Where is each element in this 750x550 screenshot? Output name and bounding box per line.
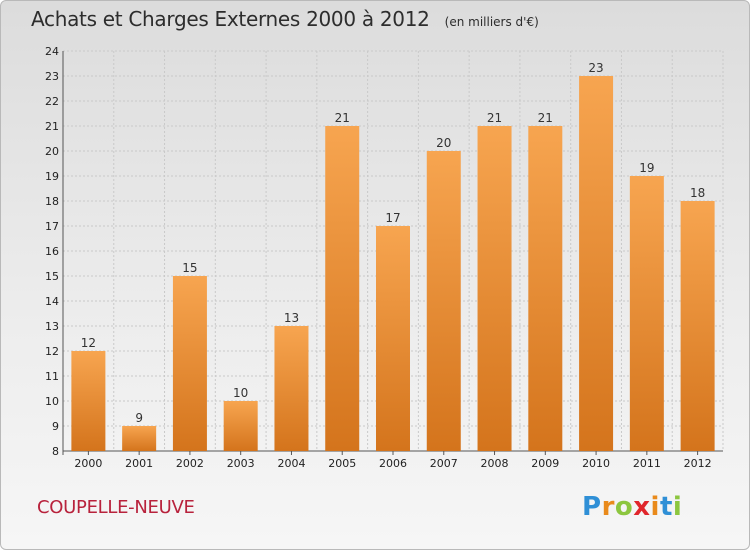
- y-tick-label: 24: [45, 45, 59, 58]
- data-label: 12: [81, 336, 96, 350]
- bar: [122, 426, 157, 451]
- y-tick-label: 12: [45, 345, 59, 358]
- bar: [426, 151, 461, 451]
- x-tick-label: 2002: [176, 457, 204, 470]
- x-tick-label: 2001: [125, 457, 153, 470]
- bar: [71, 351, 106, 451]
- data-label: 19: [639, 161, 654, 175]
- logo-letter: P: [582, 492, 602, 522]
- y-tick-label: 13: [45, 320, 59, 333]
- bar: [325, 126, 360, 451]
- data-label: 17: [385, 211, 400, 225]
- bar: [223, 401, 258, 451]
- y-tick-label: 21: [45, 120, 59, 133]
- bar: [376, 226, 410, 451]
- data-label: 9: [135, 411, 143, 425]
- y-tick-label: 10: [45, 395, 59, 408]
- data-label: 21: [487, 111, 502, 125]
- data-label: 20: [436, 136, 451, 150]
- x-tick-label: 2006: [379, 457, 407, 470]
- chart-title: Achats et Charges Externes 2000 à 2012 (…: [31, 7, 539, 31]
- x-tick-label: 2000: [74, 457, 102, 470]
- bar: [629, 176, 664, 451]
- y-tick-label: 8: [52, 445, 59, 458]
- y-tick-label: 20: [45, 145, 59, 158]
- proxiti-logo[interactable]: Proxiti: [582, 492, 682, 522]
- y-tick-label: 17: [45, 220, 59, 233]
- commune-name: COUPELLE-NEUVE: [37, 497, 195, 518]
- bar: [274, 326, 309, 451]
- unit-note: (en milliers d'€): [444, 15, 539, 29]
- y-tick-label: 14: [45, 295, 59, 308]
- logo-letter: r: [601, 492, 615, 522]
- x-tick-label: 2007: [430, 457, 458, 470]
- x-tick-label: 2005: [328, 457, 356, 470]
- bar: [172, 276, 207, 451]
- y-tick-label: 11: [45, 370, 59, 383]
- logo-letter: o: [614, 492, 634, 522]
- y-tick-label: 9: [52, 420, 59, 433]
- data-label: 10: [233, 386, 248, 400]
- logo-letter: x: [633, 492, 651, 522]
- x-tick-label: 2004: [277, 457, 305, 470]
- x-tick-label: 2012: [684, 457, 712, 470]
- data-label: 15: [182, 261, 197, 275]
- logo-letter: t: [659, 492, 673, 522]
- data-labels: 12 9 15 10 13 21 17 20 21 21 23 19 18: [81, 61, 706, 425]
- y-tick-label: 19: [45, 170, 59, 183]
- bar: [477, 126, 512, 451]
- bars: [71, 76, 715, 451]
- y-tick-label: 22: [45, 95, 59, 108]
- data-label: 23: [588, 61, 603, 75]
- bar: [680, 201, 715, 451]
- y-tick-label: 18: [45, 195, 59, 208]
- y-tick-label: 16: [45, 245, 59, 258]
- logo-letter: i: [650, 492, 660, 522]
- x-tick-label: 2011: [633, 457, 661, 470]
- bar: [528, 126, 563, 451]
- data-label: 21: [335, 111, 350, 125]
- x-tick-label: 2008: [481, 457, 509, 470]
- x-tick-label: 2010: [582, 457, 610, 470]
- data-label: 13: [284, 311, 299, 325]
- y-tick-label: 23: [45, 70, 59, 83]
- x-tick-label: 2009: [531, 457, 559, 470]
- x-tick-label: 2003: [227, 457, 255, 470]
- data-label: 21: [538, 111, 553, 125]
- bar: [579, 76, 614, 451]
- data-label: 18: [690, 186, 705, 200]
- y-tick-label: 15: [45, 270, 59, 283]
- title-text: Achats et Charges Externes 2000 à 2012: [31, 7, 430, 31]
- logo-letter: i: [672, 492, 683, 522]
